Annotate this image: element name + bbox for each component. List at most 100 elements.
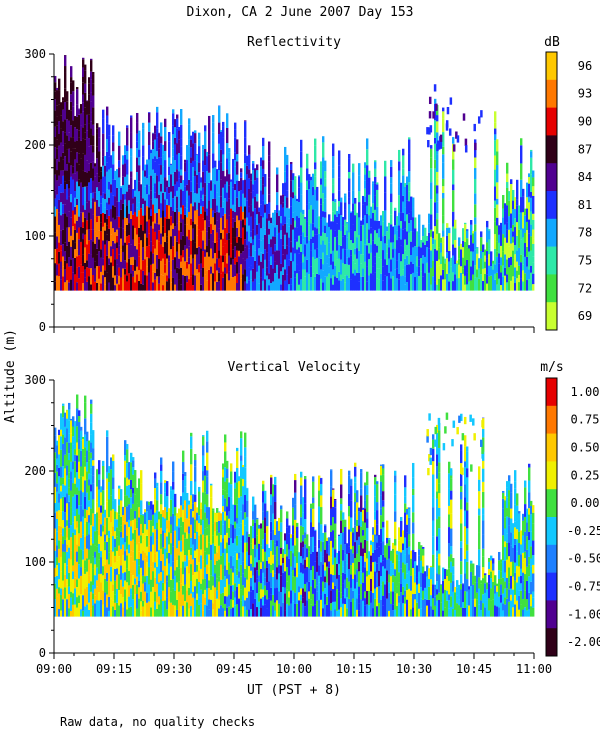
heatmap-cell bbox=[92, 593, 95, 600]
heatmap-cell bbox=[264, 174, 267, 187]
heatmap-cell bbox=[168, 601, 171, 617]
heatmap-cell bbox=[436, 121, 439, 133]
heatmap-cell bbox=[302, 497, 305, 513]
heatmap-cell bbox=[84, 132, 87, 140]
heatmap-cell bbox=[334, 236, 337, 255]
heatmap-cell bbox=[144, 215, 147, 234]
heatmap-cell bbox=[132, 264, 135, 271]
heatmap-cell bbox=[112, 460, 115, 478]
heatmap-cell bbox=[408, 517, 411, 535]
heatmap-cell bbox=[74, 148, 77, 160]
heatmap-cell bbox=[180, 551, 183, 569]
heatmap-cell bbox=[366, 527, 369, 541]
heatmap-cell bbox=[262, 194, 265, 201]
heatmap-cell bbox=[148, 567, 151, 585]
heatmap-cell bbox=[362, 582, 365, 601]
heatmap-cell bbox=[246, 565, 249, 580]
heatmap-cell bbox=[100, 551, 103, 558]
heatmap-cell bbox=[56, 499, 59, 512]
heatmap-cell bbox=[100, 582, 103, 600]
heatmap-cell bbox=[282, 602, 285, 617]
heatmap-cell bbox=[90, 254, 93, 269]
heatmap-cell bbox=[84, 496, 87, 510]
heatmap-cell bbox=[174, 127, 177, 138]
heatmap-cell bbox=[102, 240, 105, 259]
heatmap-cell bbox=[60, 184, 63, 193]
heatmap-cell bbox=[248, 566, 251, 580]
heatmap-cell bbox=[394, 248, 397, 260]
heatmap-cell bbox=[334, 523, 337, 539]
heatmap-cell bbox=[88, 229, 91, 241]
heatmap-cell bbox=[196, 193, 199, 210]
heatmap-cell bbox=[84, 402, 87, 419]
heatmap-cell bbox=[74, 604, 77, 617]
heatmap-cell bbox=[460, 474, 463, 487]
heatmap-cell bbox=[124, 440, 127, 456]
heatmap-cell bbox=[90, 112, 93, 122]
heatmap-cell bbox=[134, 251, 137, 260]
heatmap-cell bbox=[398, 540, 401, 552]
heatmap-cell bbox=[332, 575, 335, 583]
heatmap-cell bbox=[56, 139, 59, 149]
heatmap-cell bbox=[108, 204, 111, 216]
heatmap-cell bbox=[508, 200, 511, 217]
heatmap-cell bbox=[198, 246, 201, 265]
heatmap-cell bbox=[280, 547, 283, 554]
heatmap-cell bbox=[532, 238, 535, 244]
heatmap-cell bbox=[530, 236, 533, 251]
heatmap-cell bbox=[416, 565, 419, 578]
heatmap-cell bbox=[58, 525, 61, 541]
heatmap-cell bbox=[186, 184, 189, 191]
heatmap-cell bbox=[142, 215, 145, 231]
heatmap-cell bbox=[102, 505, 105, 514]
heatmap-cell bbox=[252, 519, 255, 527]
heatmap-cell bbox=[392, 276, 395, 291]
heatmap-cell bbox=[186, 532, 189, 539]
heatmap-cell bbox=[58, 145, 61, 162]
heatmap-cell bbox=[408, 232, 411, 250]
heatmap-cell bbox=[244, 542, 247, 556]
heatmap-cell bbox=[266, 599, 269, 609]
heatmap-cell bbox=[134, 518, 137, 530]
heatmap-cell bbox=[174, 160, 177, 172]
heatmap-cell bbox=[102, 544, 105, 560]
heatmap-cell bbox=[322, 581, 325, 592]
heatmap-cell bbox=[458, 258, 461, 265]
heatmap-cell bbox=[432, 448, 435, 462]
heatmap-cell bbox=[390, 271, 393, 279]
heatmap-cell bbox=[308, 551, 311, 569]
heatmap-cell bbox=[260, 562, 263, 569]
heatmap-cell bbox=[280, 509, 283, 523]
heatmap-cell bbox=[368, 574, 371, 591]
heatmap-cell bbox=[460, 272, 463, 291]
heatmap-cell bbox=[204, 220, 207, 229]
heatmap-cell bbox=[348, 581, 351, 599]
heatmap-cell bbox=[364, 591, 367, 599]
heatmap-cell bbox=[140, 535, 143, 544]
heatmap-cell bbox=[276, 250, 279, 265]
heatmap-cell bbox=[258, 581, 261, 593]
heatmap-cell bbox=[74, 197, 77, 207]
heatmap-cells bbox=[54, 55, 535, 291]
heatmap-cell bbox=[212, 576, 215, 586]
heatmap-cell bbox=[208, 115, 211, 130]
heatmap-cell bbox=[246, 516, 249, 532]
heatmap-cell bbox=[106, 240, 109, 256]
heatmap-cell bbox=[76, 140, 79, 153]
heatmap-cell bbox=[332, 184, 335, 194]
heatmap-cell bbox=[184, 207, 187, 215]
heatmap-cell bbox=[102, 118, 105, 134]
heatmap-cell bbox=[154, 577, 157, 592]
heatmap-cell bbox=[192, 206, 195, 222]
heatmap-cell bbox=[286, 164, 289, 178]
heatmap-cell bbox=[62, 443, 65, 450]
heatmap-cell bbox=[428, 568, 431, 579]
heatmap-cell bbox=[114, 511, 117, 520]
heatmap-cell bbox=[154, 173, 157, 184]
heatmap-cell bbox=[258, 601, 261, 610]
heatmap-cell bbox=[308, 568, 311, 582]
heatmap-cell bbox=[378, 268, 381, 280]
heatmap-cell bbox=[477, 116, 481, 124]
heatmap-cell bbox=[272, 605, 275, 617]
heatmap-cell bbox=[58, 134, 61, 146]
